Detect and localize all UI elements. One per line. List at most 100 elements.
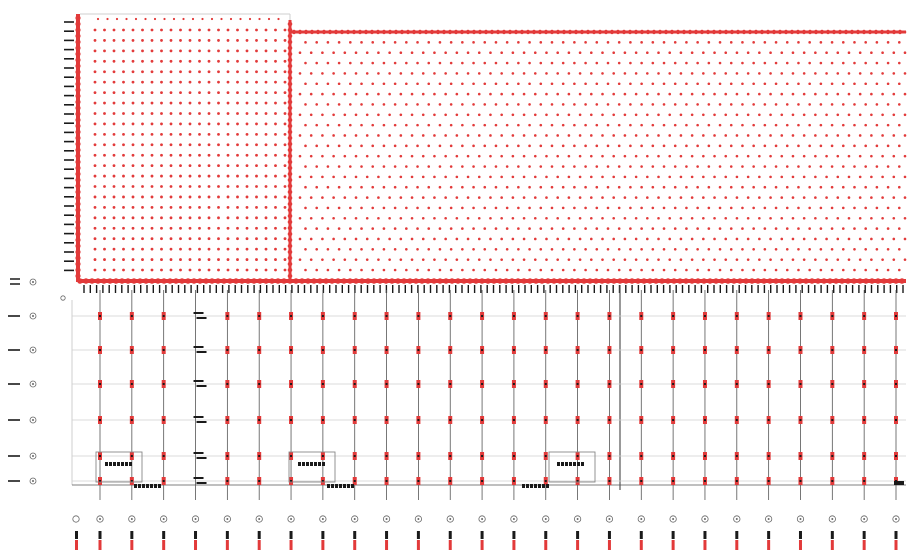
highlight-cell (109, 462, 112, 466)
cell-node-core (799, 419, 802, 421)
grid-dot (550, 103, 554, 106)
cell-node-core (608, 480, 611, 482)
grid-dot (875, 227, 879, 230)
bus-bead (861, 29, 867, 35)
grid-dot (349, 123, 352, 127)
cell-node-core (290, 480, 293, 482)
cell-node-core (703, 315, 706, 317)
bus-bead (287, 249, 293, 255)
grid-dot (870, 134, 873, 137)
bus-bead (513, 29, 519, 35)
highlight-cell (561, 462, 564, 466)
grid-dot (455, 51, 459, 54)
grid-dot (141, 112, 144, 115)
grid-dot (388, 92, 391, 96)
bus-bead (75, 189, 81, 195)
bus-bead (693, 29, 699, 35)
grid-dot (304, 268, 307, 272)
grid-dot (819, 268, 823, 272)
terminal-pin-top (416, 531, 420, 539)
bus-bead (287, 195, 293, 201)
grid-dot (657, 92, 660, 96)
grid-dot (433, 113, 436, 117)
grid-dot (131, 122, 135, 126)
grid-dot (472, 165, 475, 168)
grid-dot (188, 49, 192, 53)
grid-dot (886, 227, 890, 230)
grid-dot (236, 258, 239, 261)
bus-bead (327, 29, 333, 35)
grid-dot (264, 226, 268, 230)
grid-dot (673, 61, 677, 65)
grid-dot (360, 144, 363, 148)
grid-dot (421, 237, 425, 241)
grid-dot (131, 195, 135, 199)
grid-dot (505, 41, 509, 44)
grid-dot (646, 196, 649, 199)
grid-dot (188, 101, 192, 105)
grid-dot (718, 41, 722, 44)
grid-dot (769, 258, 772, 261)
bus-bead (305, 278, 311, 284)
grid-dot (207, 39, 211, 42)
grid-dot (131, 70, 135, 74)
grid-dot (601, 51, 604, 54)
cell-node-core (99, 455, 101, 457)
grid-dot (274, 268, 277, 272)
grid-dot (141, 28, 144, 32)
grid-dot (685, 268, 688, 272)
grid-dot (623, 216, 627, 220)
bus-bead (701, 278, 707, 284)
grid-dot (578, 175, 582, 179)
bus-bead (315, 29, 321, 35)
grid-dot (746, 216, 750, 220)
grid-dot (207, 101, 211, 105)
bus-bead (557, 278, 563, 284)
bus-bead (287, 21, 293, 27)
grid-dot (131, 91, 135, 95)
grid-dot (461, 82, 464, 86)
grid-dot (365, 113, 369, 117)
grid-dot (309, 113, 313, 117)
terminal-dot (417, 518, 420, 520)
grid-dot (858, 134, 862, 137)
bus-bead (783, 29, 789, 35)
grid-dot (236, 28, 239, 32)
grid-dot (802, 113, 806, 117)
highlight-cell (577, 462, 580, 466)
cell-node-core (672, 480, 675, 482)
grid-dot (864, 144, 867, 148)
grid-dot (245, 185, 249, 188)
grid-dot (93, 70, 97, 74)
bus-bead (257, 278, 263, 284)
grid-dot (382, 41, 386, 44)
grid-dot (160, 258, 163, 261)
grid-dot (533, 51, 537, 54)
grid-dot (892, 216, 896, 220)
grid-dot (617, 268, 621, 272)
grid-dot (321, 154, 324, 158)
grid-dot (298, 196, 302, 199)
grid-dot (785, 103, 789, 106)
grid-dot (264, 80, 268, 84)
grid-dot (343, 175, 347, 179)
grid-dot (332, 237, 335, 241)
grid-dot (752, 41, 755, 44)
grid-dot (500, 51, 503, 54)
grid-dot (589, 216, 593, 220)
bus-bead (75, 111, 81, 117)
grid-dot (131, 143, 135, 147)
bus-bead (653, 278, 659, 284)
bus-bead (483, 29, 489, 35)
bus-bead (597, 29, 603, 35)
grid-dot (870, 51, 873, 54)
grid-dot (93, 39, 97, 42)
grid-dot (517, 144, 520, 148)
grid-dot (830, 103, 834, 106)
grid-dot (131, 132, 135, 136)
highlight-cell (534, 484, 537, 488)
grid-dot (489, 72, 492, 75)
grid-dot (886, 61, 890, 65)
grid-dot (858, 175, 862, 179)
bus-bead (345, 29, 351, 35)
